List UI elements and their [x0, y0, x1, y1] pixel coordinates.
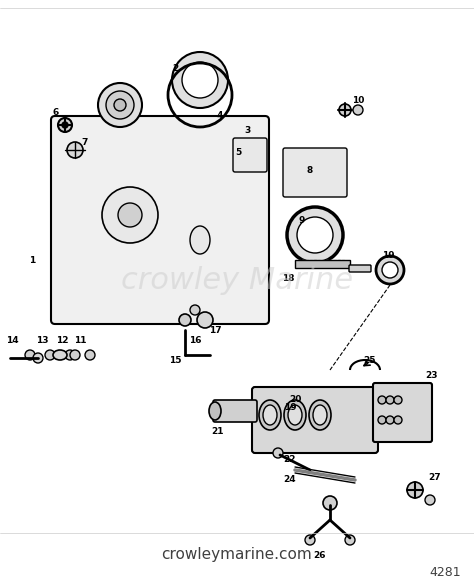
Text: 4281: 4281	[429, 566, 461, 580]
Circle shape	[106, 91, 134, 119]
Circle shape	[98, 83, 142, 127]
Circle shape	[425, 495, 435, 505]
Circle shape	[182, 62, 218, 98]
Circle shape	[58, 118, 72, 132]
Text: 20: 20	[289, 396, 301, 405]
Circle shape	[353, 105, 363, 115]
FancyBboxPatch shape	[373, 383, 432, 442]
Text: 26: 26	[314, 550, 326, 560]
Circle shape	[382, 262, 398, 278]
Circle shape	[305, 535, 315, 545]
Text: 14: 14	[6, 336, 18, 345]
Ellipse shape	[313, 405, 327, 425]
Ellipse shape	[284, 400, 306, 430]
Circle shape	[45, 350, 55, 360]
Circle shape	[394, 396, 402, 404]
Circle shape	[394, 416, 402, 424]
Circle shape	[345, 535, 355, 545]
Ellipse shape	[263, 405, 277, 425]
Circle shape	[67, 142, 83, 158]
Text: 18: 18	[282, 273, 294, 282]
Text: 13: 13	[36, 336, 48, 345]
Ellipse shape	[53, 350, 67, 360]
Text: 19: 19	[283, 403, 296, 413]
Circle shape	[33, 353, 43, 363]
FancyBboxPatch shape	[252, 387, 378, 453]
Text: 24: 24	[283, 476, 296, 485]
FancyBboxPatch shape	[233, 138, 267, 172]
Text: 11: 11	[74, 336, 86, 345]
Text: 16: 16	[189, 336, 201, 345]
Text: 22: 22	[284, 456, 296, 465]
Circle shape	[172, 52, 228, 108]
Text: 4: 4	[217, 111, 223, 119]
Circle shape	[378, 396, 386, 404]
Circle shape	[287, 207, 343, 263]
Circle shape	[62, 122, 68, 128]
Circle shape	[386, 416, 394, 424]
Text: 6: 6	[53, 108, 59, 116]
Text: 21: 21	[212, 427, 224, 436]
Text: 10: 10	[352, 95, 364, 105]
Text: 25: 25	[364, 356, 376, 365]
Circle shape	[376, 256, 404, 284]
Ellipse shape	[259, 400, 281, 430]
FancyBboxPatch shape	[349, 265, 371, 272]
Ellipse shape	[309, 400, 331, 430]
Text: 19: 19	[382, 250, 394, 259]
Text: 15: 15	[169, 356, 181, 365]
FancyBboxPatch shape	[213, 400, 257, 422]
Circle shape	[273, 448, 283, 458]
Circle shape	[114, 99, 126, 111]
Circle shape	[190, 305, 200, 315]
Circle shape	[297, 217, 333, 253]
Text: 8: 8	[307, 165, 313, 175]
Circle shape	[407, 482, 423, 498]
Text: 23: 23	[426, 370, 438, 379]
Circle shape	[339, 104, 351, 116]
Text: crowleymarine.com: crowleymarine.com	[162, 547, 312, 563]
FancyBboxPatch shape	[283, 148, 347, 197]
Text: 27: 27	[428, 473, 441, 483]
Circle shape	[378, 416, 386, 424]
Text: 9: 9	[299, 215, 305, 225]
Text: 3: 3	[245, 125, 251, 135]
Circle shape	[102, 187, 158, 243]
Circle shape	[386, 396, 394, 404]
Circle shape	[85, 350, 95, 360]
Circle shape	[118, 203, 142, 227]
Text: 17: 17	[209, 326, 221, 335]
Circle shape	[179, 314, 191, 326]
FancyBboxPatch shape	[51, 116, 269, 324]
FancyBboxPatch shape	[295, 260, 350, 268]
Ellipse shape	[190, 226, 210, 254]
Text: 5: 5	[235, 148, 241, 156]
Text: crowley Marine: crowley Marine	[121, 266, 353, 295]
Circle shape	[65, 350, 75, 360]
Ellipse shape	[209, 402, 221, 420]
Ellipse shape	[288, 405, 302, 425]
Text: 12: 12	[56, 336, 68, 345]
Text: 1: 1	[29, 256, 35, 265]
Circle shape	[197, 312, 213, 328]
Circle shape	[70, 350, 80, 360]
Text: 2: 2	[172, 64, 178, 72]
Circle shape	[323, 496, 337, 510]
Circle shape	[25, 350, 35, 360]
Text: 7: 7	[82, 138, 88, 146]
